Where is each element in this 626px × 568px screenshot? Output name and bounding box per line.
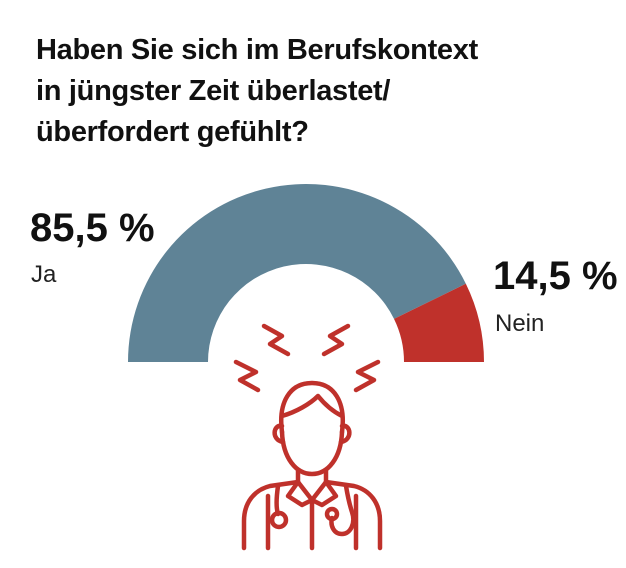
- title-line-1: Haben Sie sich im Berufskontext: [36, 34, 478, 66]
- slice-ja: [128, 184, 466, 362]
- stressed-doctor-icon: [233, 323, 383, 551]
- title-line-2: in jüngster Zeit überlastet/: [36, 75, 391, 107]
- slice-nein: [394, 283, 484, 362]
- chart-arcs: [128, 184, 484, 362]
- stress-mark-icon: [321, 323, 351, 357]
- stress-mark-icon: [233, 359, 261, 393]
- stress-mark-icon: [353, 359, 381, 393]
- value-label-nein: 14,5 %: [493, 254, 618, 298]
- chart-title: Haben Sie sich im Berufskontext in jüngs…: [36, 30, 596, 153]
- stress-mark-icon: [261, 323, 291, 357]
- value-label-ja: 85,5 %: [30, 206, 155, 250]
- title-line-3: überfordert gefühlt?: [36, 116, 309, 148]
- category-label-nein: Nein: [495, 310, 545, 337]
- category-label-ja: Ja: [31, 261, 57, 288]
